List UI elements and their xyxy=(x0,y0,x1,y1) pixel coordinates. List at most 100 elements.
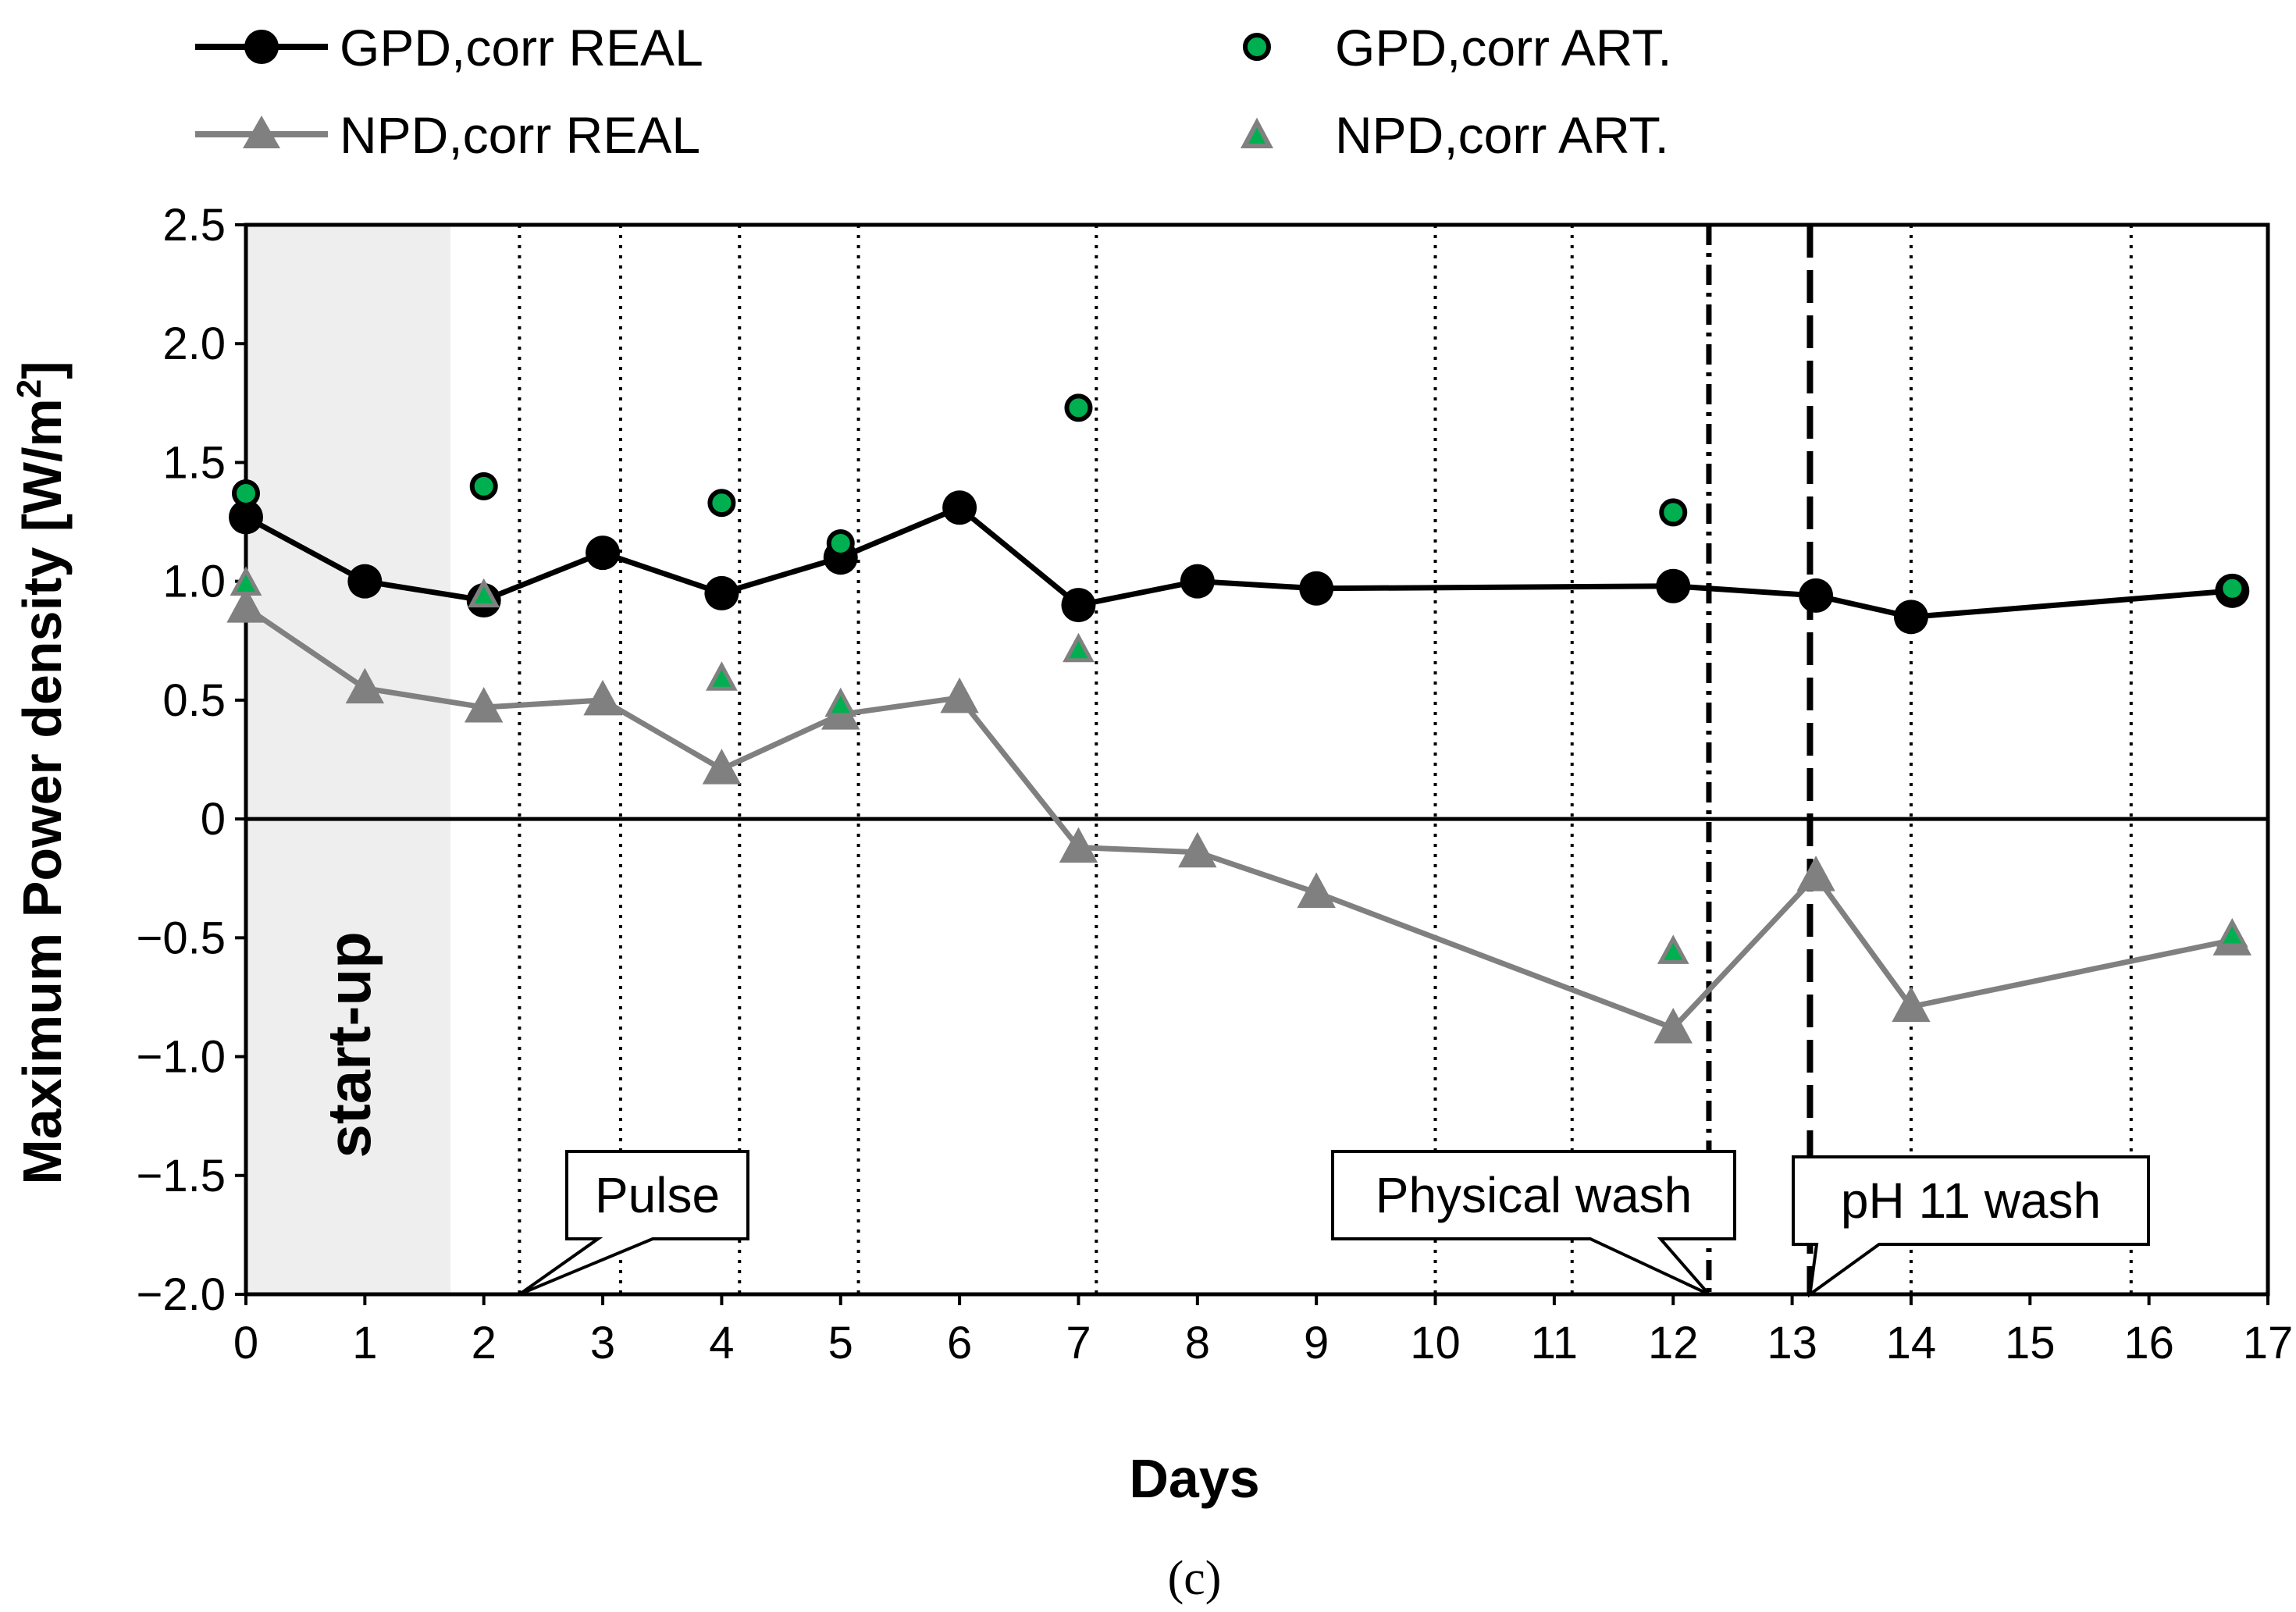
x-tick-label: 12 xyxy=(1648,1318,1699,1368)
data-point-npd-real xyxy=(1178,831,1217,868)
data-point-gpd-real xyxy=(347,564,383,599)
data-point-npd-real xyxy=(1653,1008,1693,1044)
annotations: Pulse Physical wash pH 11 wash xyxy=(518,1150,2150,1298)
plot-frame xyxy=(235,222,2270,1305)
data-point-gpd-art xyxy=(1659,498,1688,527)
legend-item-npd-real: NPD,corr REAL xyxy=(195,106,700,164)
legend-marker-gpd-art xyxy=(1243,33,1271,61)
startup-label: start-up xyxy=(315,931,383,1158)
y-axis-title-sup: 2 xyxy=(10,379,48,398)
data-point-gpd-real xyxy=(1656,568,1691,603)
data-point-npd-real xyxy=(226,587,265,623)
legend-marker-gpd-real xyxy=(244,30,279,64)
x-tick-label: 11 xyxy=(1531,1318,1578,1368)
x-tick-label: 14 xyxy=(1886,1318,1937,1368)
data-point-npd-art xyxy=(706,661,738,691)
startup-shade xyxy=(246,225,451,1294)
x-tick-label: 8 xyxy=(1185,1318,1210,1368)
x-tick-label: 16 xyxy=(2123,1318,2174,1368)
data-point-npd-real xyxy=(345,667,385,704)
data-point-npd-art xyxy=(468,578,500,608)
data-point-gpd-art xyxy=(469,472,498,500)
data-point-npd-art xyxy=(1657,934,1689,964)
data-point-npd-real xyxy=(702,749,742,785)
plot-border xyxy=(244,222,2270,1297)
y-axis-title-end: ] xyxy=(12,361,73,379)
y-axis-title: Maximum Power density [W/m2] xyxy=(10,361,73,1184)
x-tick-label: 15 xyxy=(2005,1318,2056,1368)
x-tick-label: 4 xyxy=(709,1318,734,1368)
y-tick-label: −0.5 xyxy=(137,913,226,963)
data-point-gpd-art xyxy=(232,479,260,508)
y-tick-label: 0 xyxy=(201,794,226,845)
data-point-npd-real xyxy=(1297,872,1336,908)
legend-item-gpd-real: GPD,corr REAL xyxy=(195,19,703,77)
y-tick-label: −1.5 xyxy=(137,1151,226,1201)
y-tick-label: 0.5 xyxy=(162,675,226,726)
x-tick-label: 7 xyxy=(1066,1318,1091,1368)
data-point-gpd-real xyxy=(942,490,977,525)
data-point-gpd-real xyxy=(1061,588,1096,623)
data-point-gpd-real xyxy=(1893,600,1928,635)
data-point-gpd-real xyxy=(1299,571,1334,606)
event-lines xyxy=(518,225,2133,1294)
x-axis-title: Days xyxy=(1129,1448,1259,1509)
data-point-npd-real xyxy=(940,677,979,713)
startup-region: start-up xyxy=(246,225,451,1294)
x-tick-label: 0 xyxy=(233,1318,258,1368)
x-tick-label: 2 xyxy=(472,1318,497,1368)
data-point-gpd-real xyxy=(229,500,263,535)
data-point-npd-real xyxy=(1796,856,1835,891)
data-point-gpd-art xyxy=(2218,574,2247,603)
data-point-npd-real xyxy=(583,679,622,716)
x-tick-label: 10 xyxy=(1410,1318,1461,1368)
data-point-npd-art xyxy=(1063,632,1095,663)
y-tick-label: 1.0 xyxy=(162,557,226,607)
annotation-label-1: Physical wash xyxy=(1376,1167,1693,1223)
data-point-gpd-art xyxy=(707,489,736,518)
annotation-callout-2 xyxy=(1792,1155,2150,1298)
x-tick-label: 13 xyxy=(1767,1318,1817,1368)
data-point-gpd-art xyxy=(1064,393,1093,422)
data-point-gpd-real xyxy=(586,536,621,571)
legend-marker-npd-real xyxy=(243,116,280,148)
legend-item-npd-art: NPD,corr ART. xyxy=(1241,106,1669,164)
series-group xyxy=(226,393,2252,1044)
x-tick-label: 1 xyxy=(352,1318,377,1368)
y-tick-label: −2.0 xyxy=(137,1269,226,1320)
annotation-label-0: Pulse xyxy=(595,1167,720,1223)
data-point-npd-art xyxy=(824,687,857,717)
legend-label-npd-art: NPD,corr ART. xyxy=(1335,106,1669,164)
legend-marker-npd-art xyxy=(1241,117,1273,148)
x-tick-label: 9 xyxy=(1304,1318,1329,1368)
x-tick-label: 5 xyxy=(828,1318,853,1368)
y-tick-label: 1.5 xyxy=(162,437,226,488)
legend-label-gpd-real: GPD,corr REAL xyxy=(340,19,703,77)
x-tick-label: 6 xyxy=(947,1318,972,1368)
x-tick-label: 17 xyxy=(2243,1318,2294,1368)
legend-item-gpd-art: GPD,corr ART. xyxy=(1243,19,1672,77)
data-point-npd-art xyxy=(230,566,262,596)
data-point-gpd-real xyxy=(1180,564,1215,599)
data-point-npd-art xyxy=(2216,918,2248,948)
legend: GPD,corr REAL NPD,corr REAL GPD,corr ART… xyxy=(195,19,1672,164)
data-point-gpd-art xyxy=(826,528,855,557)
y-tick-label: 2.0 xyxy=(162,318,226,369)
annotation-callout-1 xyxy=(1331,1150,1736,1296)
figure-caption: (c) xyxy=(1168,1552,1222,1605)
data-point-gpd-real xyxy=(704,575,739,610)
series-line-0 xyxy=(244,504,2233,620)
data-point-npd-real xyxy=(465,687,504,723)
annotation-callout-0 xyxy=(518,1150,749,1296)
annotation-label-2: pH 11 wash xyxy=(1841,1173,2101,1229)
legend-label-npd-real: NPD,corr REAL xyxy=(340,106,700,164)
x-tick-label: 3 xyxy=(590,1318,615,1368)
legend-label-gpd-art: GPD,corr ART. xyxy=(1335,19,1672,77)
y-axis-title-main: Maximum Power density [W/m xyxy=(12,398,73,1184)
tick-labels: 2.52.01.51.00.50−0.5−1.0−1.5−2.00 1 2 3 4 5 6 7… xyxy=(137,200,2294,1368)
data-point-npd-real xyxy=(1892,986,1931,1023)
series-line-1 xyxy=(244,605,2234,1031)
data-point-npd-real xyxy=(1059,827,1098,863)
y-tick-label: 2.5 xyxy=(162,200,226,251)
